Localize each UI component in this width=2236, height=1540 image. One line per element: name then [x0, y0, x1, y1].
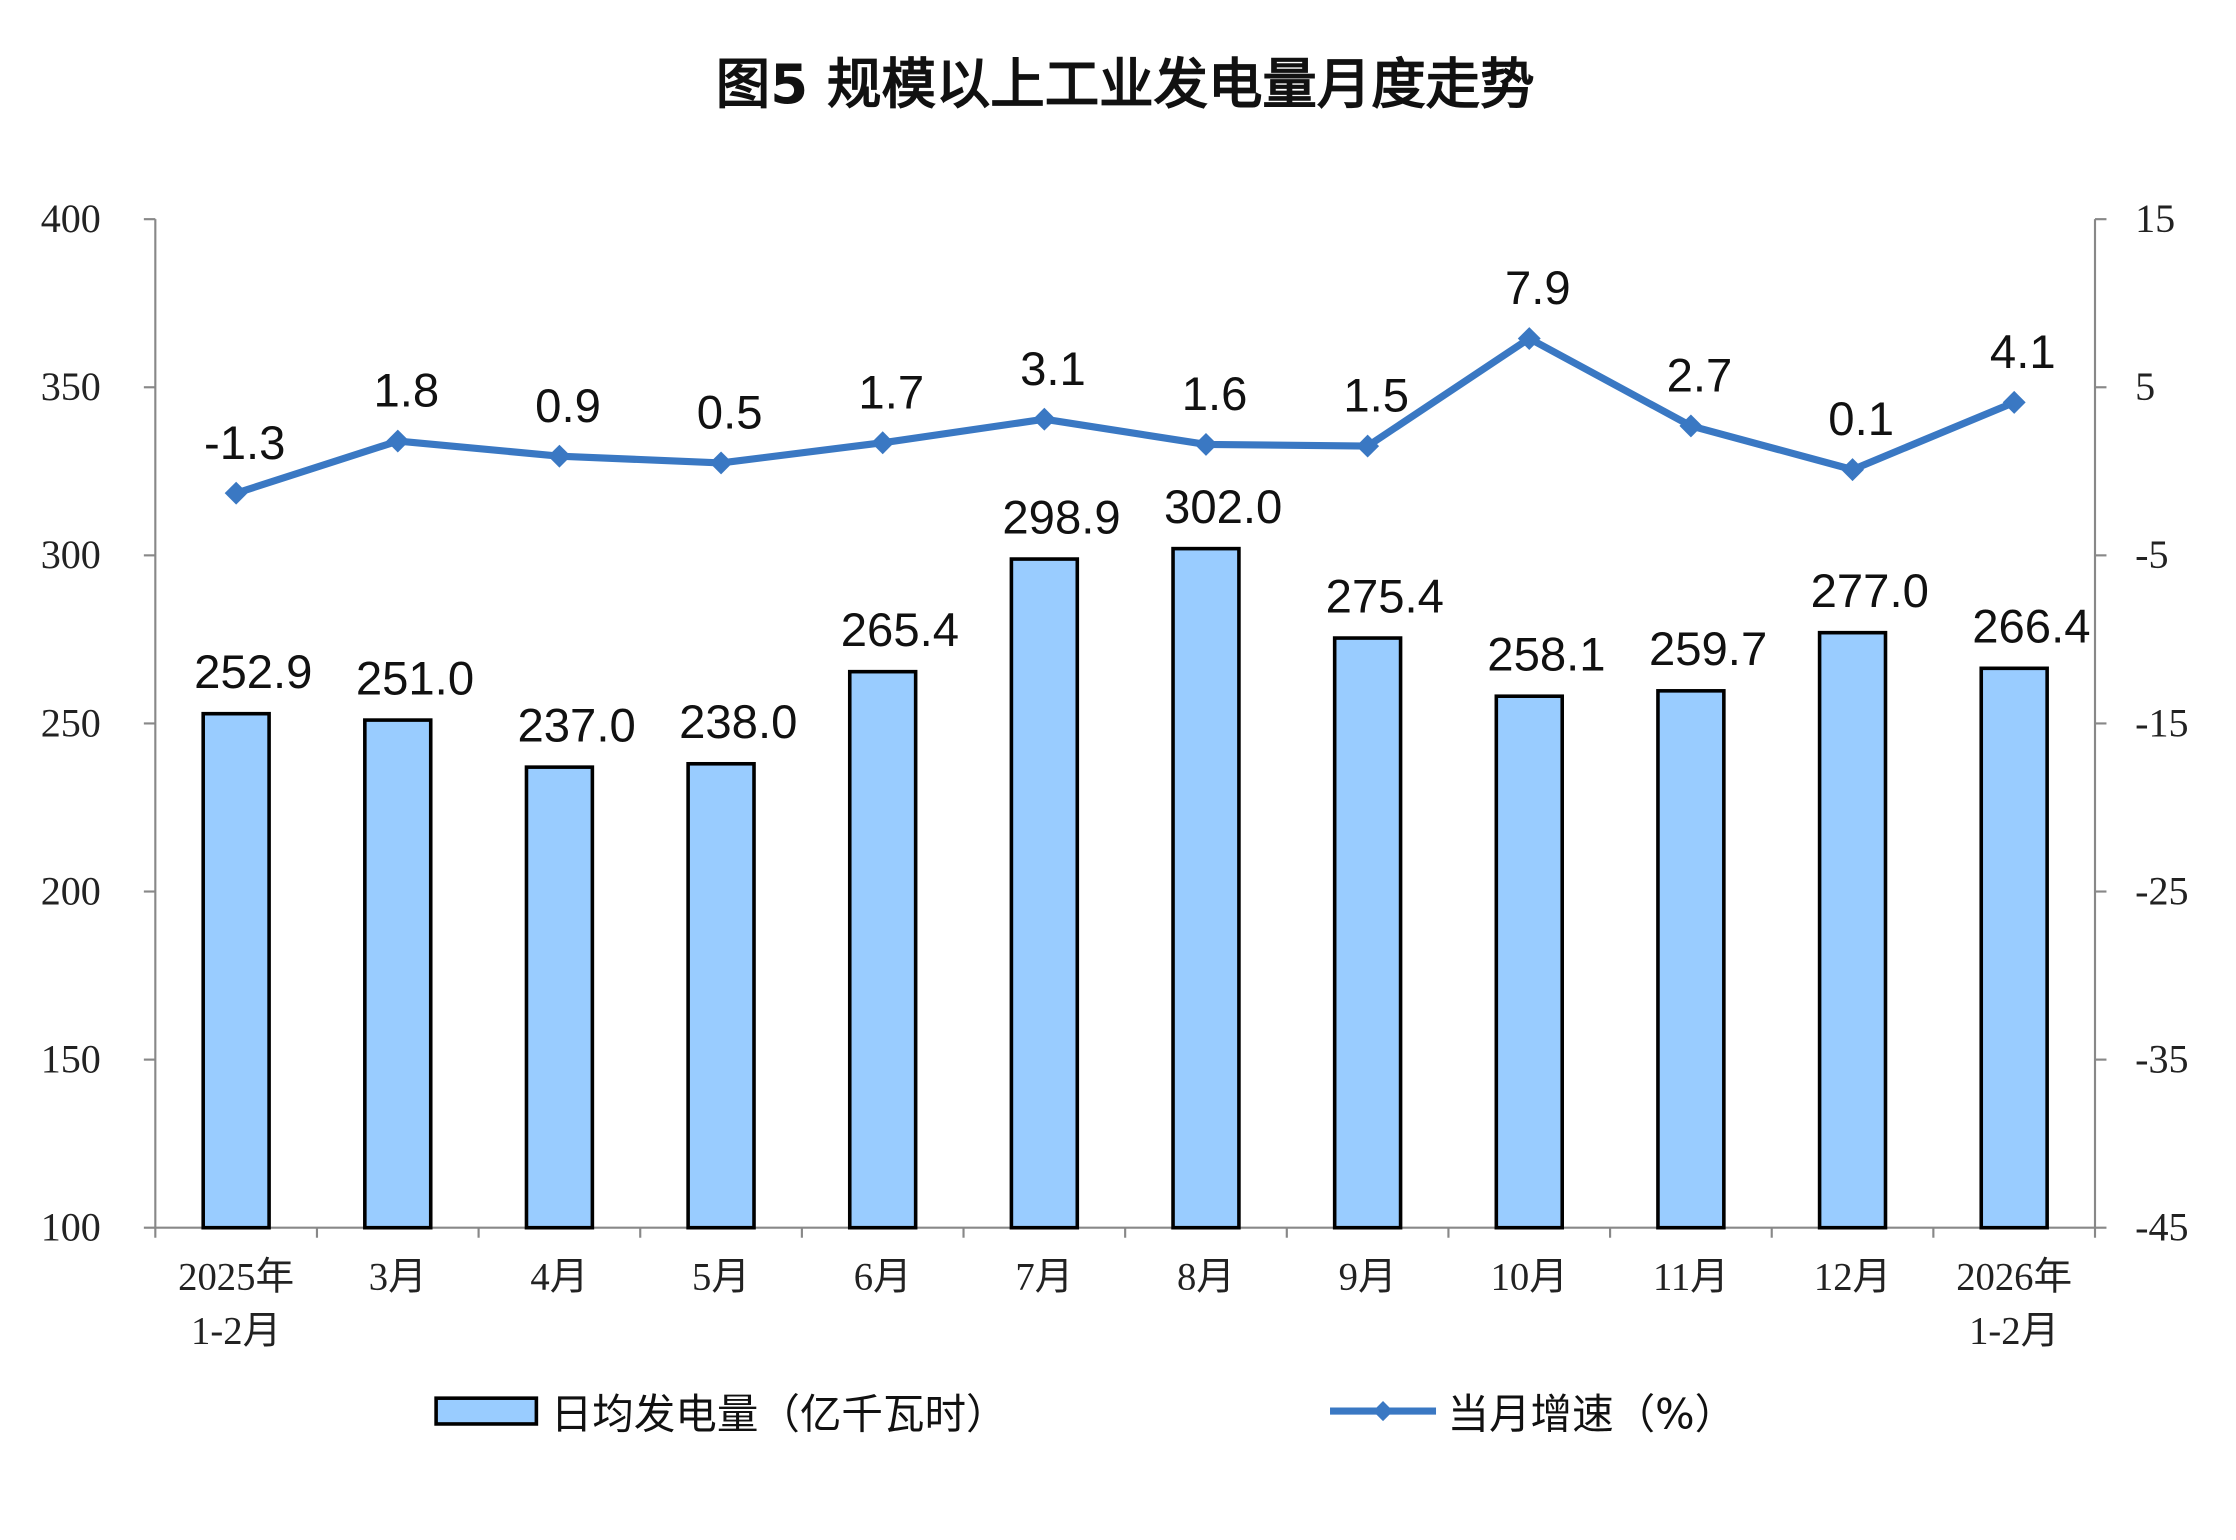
line-data-label: 0.5: [697, 387, 763, 440]
legend-line-marker: [1372, 1401, 1394, 1422]
chart-title: 图5 规模以上工业发电量月度走势: [716, 52, 1535, 116]
line-data-label: 0.1: [1828, 393, 1894, 446]
right-tick-label: -5: [2135, 532, 2168, 577]
x-tick-label: 3月: [369, 1256, 427, 1298]
line-data-label: 1.7: [858, 366, 924, 419]
left-tick-label: 350: [41, 364, 101, 409]
line-data-label: 1.5: [1343, 370, 1409, 423]
bar-data-label: 275.4: [1326, 570, 1444, 623]
bar-data-label: 266.4: [1972, 601, 2090, 654]
right-tick-label: 5: [2135, 364, 2155, 409]
line-marker: [224, 481, 248, 505]
bar: [524, 765, 595, 1230]
left-tick-label: 400: [41, 196, 101, 241]
bar-data-label: 237.0: [517, 699, 635, 752]
bar-data-label: 258.1: [1487, 628, 1605, 681]
bar: [1171, 546, 1241, 1230]
line-data-label: 7.9: [1505, 262, 1571, 315]
x-tick-label: 5月: [692, 1256, 750, 1298]
bar-data-label: 302.0: [1164, 481, 1282, 534]
line-data-label: 2.7: [1667, 350, 1733, 403]
x-tick-label: 6月: [854, 1256, 912, 1298]
bar: [201, 711, 271, 1230]
x-tick-label: 1-2月: [1969, 1311, 2059, 1353]
line-marker: [547, 444, 571, 468]
left-tick-label: 150: [41, 1037, 101, 1082]
line-marker: [871, 431, 895, 455]
bar-data-label: 277.0: [1811, 565, 1929, 618]
bar: [1332, 636, 1403, 1230]
line-marker: [709, 451, 733, 475]
line-data-label: 0.9: [535, 380, 601, 433]
x-tick-label: 10月: [1491, 1256, 1568, 1298]
bar: [1817, 630, 1888, 1230]
line-marker: [1032, 407, 1056, 431]
right-tick-label: -45: [2135, 1205, 2188, 1250]
bar: [363, 718, 433, 1230]
line-data-label: 4.1: [1990, 326, 2056, 379]
bar: [1009, 557, 1080, 1230]
x-tick-label: 9月: [1339, 1256, 1397, 1298]
line-data-label: -1.3: [204, 417, 285, 470]
left-tick-label: 250: [41, 700, 101, 745]
right-tick-label: -35: [2135, 1037, 2188, 1082]
x-tick-label: 8月: [1177, 1256, 1235, 1298]
line-marker: [386, 429, 410, 453]
legend-bar-swatch: [434, 1396, 539, 1426]
line-data-label: 1.6: [1182, 368, 1248, 421]
right-tick-label: -15: [2135, 700, 2188, 745]
line-marker: [1679, 414, 1703, 438]
x-tick-label: 12月: [1814, 1256, 1891, 1298]
bar: [1979, 666, 2049, 1230]
growth-line: [235, 334, 2016, 497]
bar-data-label: 251.0: [356, 652, 474, 705]
left-tick-label: 300: [41, 532, 101, 577]
x-tick-label: 2026年: [1956, 1255, 2072, 1298]
bar-data-label: 259.7: [1649, 623, 1767, 676]
line-data-label: 3.1: [1020, 343, 1086, 396]
left-tick-label: 100: [41, 1205, 101, 1250]
x-tick-label: 7月: [1015, 1256, 1073, 1298]
right-tick-label: 15: [2135, 196, 2175, 241]
bar: [1494, 694, 1565, 1230]
bar: [847, 669, 918, 1230]
x-tick-label: 2025年: [178, 1255, 294, 1298]
bar-data-label: 265.4: [841, 604, 959, 657]
x-tick-label: 4月: [530, 1256, 588, 1298]
bar-data-label: 252.9: [194, 646, 312, 699]
legend-line-label: 当月增速（%）: [1447, 1389, 1736, 1438]
x-tick-label: 11月: [1653, 1256, 1729, 1298]
line-marker: [1194, 432, 1218, 456]
bar-data-label: 238.0: [679, 696, 797, 749]
legend-bar-label: 日均发电量（亿千瓦时）: [551, 1389, 1008, 1438]
line-data-label: 1.8: [374, 365, 440, 418]
x-tick-label: 1-2月: [191, 1311, 281, 1353]
bar: [686, 761, 756, 1230]
bar: [1656, 689, 1726, 1230]
line-marker: [2002, 390, 2026, 414]
bar-data-label: 298.9: [1002, 491, 1120, 544]
right-tick-label: -25: [2135, 868, 2188, 913]
left-tick-label: 200: [41, 868, 101, 913]
line-marker: [1356, 434, 1380, 458]
legend: 日均发电量（亿千瓦时） 当月增速（%）: [434, 1389, 1736, 1438]
line-marker: [1841, 458, 1865, 482]
